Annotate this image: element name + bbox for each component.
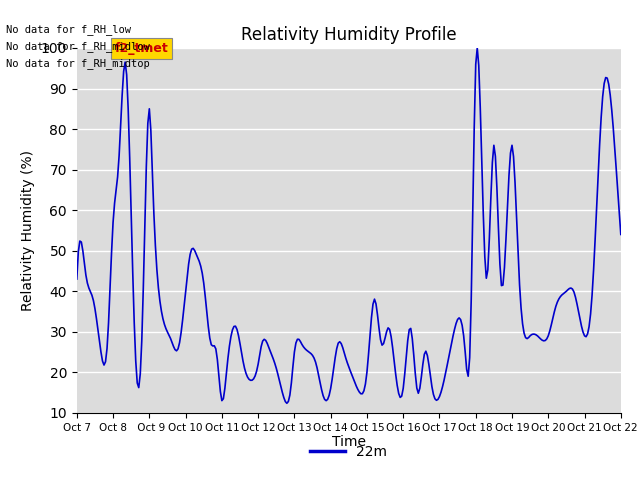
Text: No data for f_RH_midlow: No data for f_RH_midlow	[6, 41, 150, 52]
Text: f2_tmet: f2_tmet	[115, 42, 168, 55]
Title: Relativity Humidity Profile: Relativity Humidity Profile	[241, 25, 456, 44]
X-axis label: Time: Time	[332, 435, 366, 449]
Y-axis label: Relativity Humidity (%): Relativity Humidity (%)	[21, 150, 35, 311]
Text: No data for f_RH_low: No data for f_RH_low	[6, 24, 131, 35]
Text: No data for f_RH_midtop: No data for f_RH_midtop	[6, 58, 150, 69]
Legend: 22m: 22m	[305, 439, 393, 464]
